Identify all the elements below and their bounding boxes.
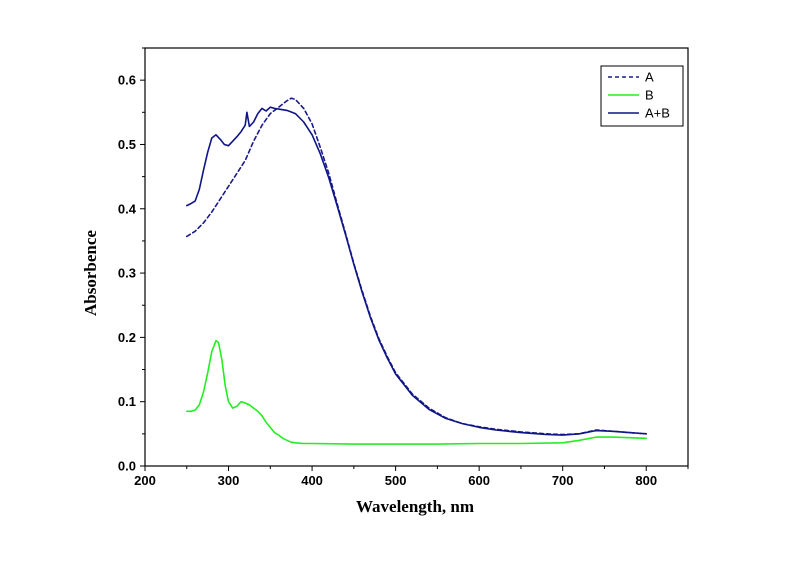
- x-axis-title: Wavelength, nm: [356, 497, 474, 516]
- y-tick-label: 0.5: [118, 137, 136, 152]
- legend: AB A+B: [600, 65, 684, 127]
- y-axis-title: Absorbence: [81, 230, 100, 316]
- x-tick-label: 400: [301, 473, 323, 488]
- y-tick-label: 0.1: [118, 394, 136, 409]
- legend-label: A: [645, 70, 654, 85]
- x-axis-ticks: 200 300 400 500 600 700 800: [134, 466, 689, 488]
- x-tick-label: 300: [218, 473, 240, 488]
- x-tick-label: 500: [385, 473, 407, 488]
- series-line-a: [186, 97, 648, 436]
- y-tick-label: 0.6: [118, 73, 136, 88]
- legend-label: B: [645, 88, 654, 103]
- x-tick-label: 700: [552, 473, 574, 488]
- y-tick-label: 0.0: [118, 459, 136, 474]
- x-tick-label: 200: [134, 473, 156, 488]
- legend-label: A+B: [645, 106, 670, 121]
- series-line-b: [186, 339, 648, 445]
- y-tick-label: 0.4: [118, 201, 137, 216]
- plot-area-border: [144, 47, 689, 467]
- legend-box: [600, 65, 684, 127]
- plot-frame: [144, 47, 689, 467]
- series-layer: [186, 97, 648, 445]
- x-tick-label: 600: [468, 473, 490, 488]
- series-line-a-b: [186, 106, 648, 436]
- y-tick-label: 0.2: [118, 330, 136, 345]
- y-axis-ticks: 0.0 0.1 0.2 0.3 0.4 0.5 0.6: [118, 47, 145, 474]
- x-tick-label: 800: [635, 473, 657, 488]
- y-tick-label: 0.3: [118, 266, 136, 281]
